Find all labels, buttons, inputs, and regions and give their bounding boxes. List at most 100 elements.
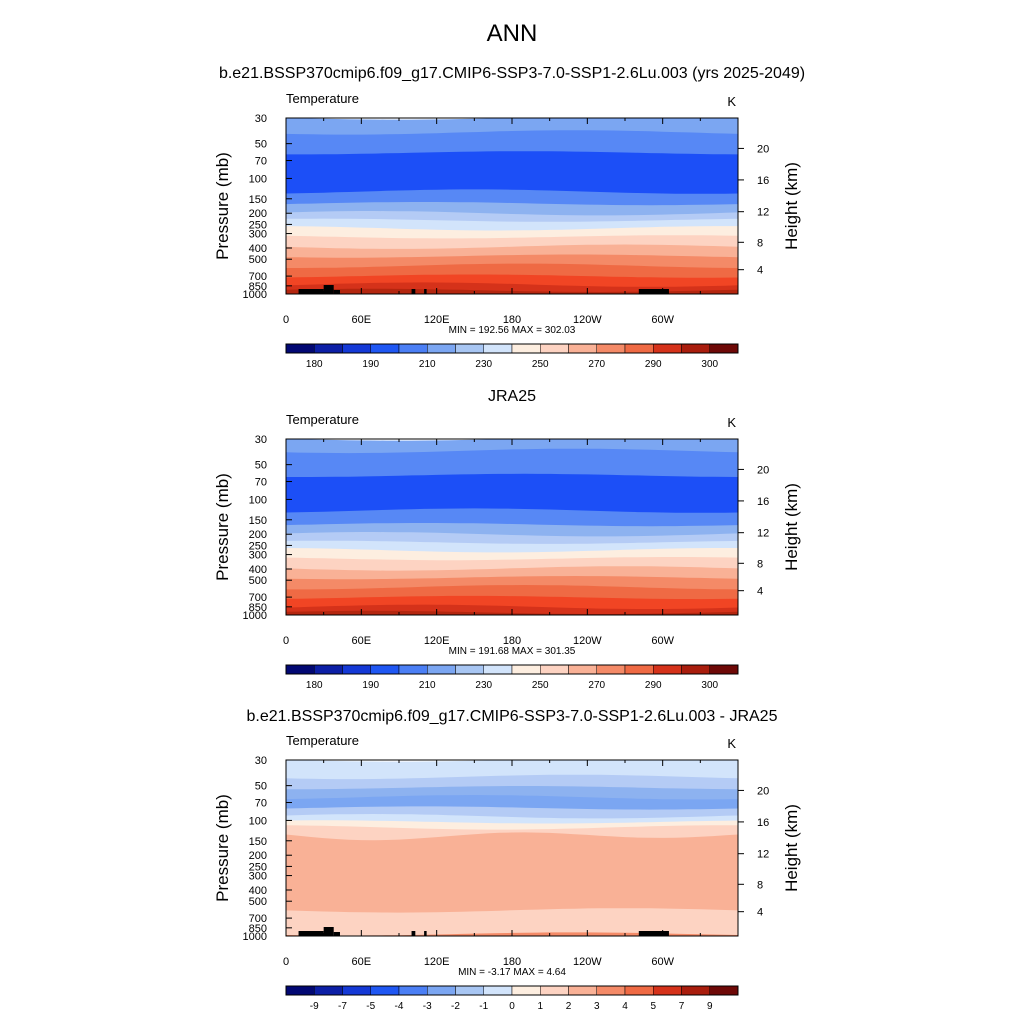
y-tick-label: 400 <box>249 564 267 576</box>
min-max-label: MIN = -3.17 MAX = 4.64 <box>458 967 566 978</box>
colorbar-frame <box>285 985 739 996</box>
colorbar-swatch <box>511 985 541 996</box>
panel-subtitle: b.e21.BSSP370cmip6.f09_g17.CMIP6-SSP3-7.… <box>247 708 778 725</box>
colorbar-label: -4 <box>395 1001 404 1012</box>
colorbar-swatch <box>653 343 682 354</box>
colorbar-frame <box>285 343 739 354</box>
height-tick-label: 12 <box>757 849 769 861</box>
y-tick-label: 250 <box>249 219 267 231</box>
x-tick-label: 180 <box>503 314 521 326</box>
y-axis-title: Pressure (mb) <box>213 152 232 260</box>
colorbar-swatch <box>314 985 343 996</box>
y-tick-label: 70 <box>255 477 267 489</box>
colorbar-swatch <box>427 664 456 675</box>
panel-1: b.e21.BSSP370cmip6.f09_g17.CMIP6-SSP3-7.… <box>213 65 805 370</box>
variable-label: Temperature <box>286 91 359 106</box>
y-tick-label: 200 <box>249 850 267 862</box>
terrain-mask <box>411 289 416 294</box>
colorbar-label: 180 <box>306 359 323 370</box>
height-tick-label: 16 <box>757 496 769 508</box>
terrain-mask <box>638 289 669 294</box>
x-tick-label: 0 <box>283 956 289 968</box>
height-tick-label: 4 <box>757 907 763 919</box>
y-tick-label: 250 <box>249 861 267 873</box>
y-tick-label: 250 <box>249 540 267 552</box>
terrain-mask <box>323 927 334 936</box>
colorbar-swatch <box>483 343 513 354</box>
y-tick-label: 70 <box>255 798 267 810</box>
height-tick-label: 4 <box>757 586 763 598</box>
y-tick-label: 400 <box>249 885 267 897</box>
terrain-mask <box>424 931 427 936</box>
colorbar-label: 230 <box>475 680 492 691</box>
colorbar-swatch <box>370 664 400 675</box>
colorbar-frame <box>285 664 739 675</box>
y-tick-label: 50 <box>255 460 267 472</box>
colorbar-label: -5 <box>366 1001 375 1012</box>
colorbar-label: 180 <box>306 680 323 691</box>
colorbar-swatch <box>568 343 597 354</box>
colorbar-label: 300 <box>701 359 718 370</box>
y-tick-label: 850 <box>249 602 267 614</box>
y-tick-label: 1000 <box>243 931 267 943</box>
terrain-mask <box>298 289 324 294</box>
colorbar-swatch <box>455 985 484 996</box>
colorbar-label: 290 <box>645 680 662 691</box>
colorbar-swatch <box>653 985 682 996</box>
y-tick-label: 400 <box>249 243 267 255</box>
colorbar-swatch <box>285 343 315 354</box>
colorbar-label: 190 <box>362 359 379 370</box>
x-tick-label: 120W <box>573 956 602 968</box>
y-tick-label: 100 <box>249 494 267 506</box>
colorbar-swatch <box>370 985 400 996</box>
panel-3: b.e21.BSSP370cmip6.f09_g17.CMIP6-SSP3-7.… <box>213 708 801 1012</box>
panel-subtitle: JRA25 <box>488 388 536 405</box>
x-tick-label: 60W <box>651 956 674 968</box>
y-axis-title: Pressure (mb) <box>213 473 232 581</box>
colorbar-swatch <box>709 343 739 354</box>
y-tick-label: 100 <box>249 815 267 827</box>
colorbar-swatch <box>455 664 484 675</box>
colorbar-swatch <box>681 343 710 354</box>
panel-subtitle: b.e21.BSSP370cmip6.f09_g17.CMIP6-SSP3-7.… <box>219 65 805 82</box>
colorbar-label: 270 <box>588 680 605 691</box>
colorbar-label: 7 <box>679 1001 685 1012</box>
colorbar-label: -9 <box>310 1001 319 1012</box>
colorbar-label: 250 <box>532 680 549 691</box>
y-tick-label: 300 <box>249 871 267 883</box>
colorbar-label: 300 <box>701 680 718 691</box>
colorbar-swatch <box>709 664 739 675</box>
x-tick-label: 60W <box>651 635 674 647</box>
y-tick-label: 30 <box>255 113 267 125</box>
terrain-mask <box>424 289 427 294</box>
colorbar-swatch <box>540 985 569 996</box>
colorbar-swatch <box>398 664 428 675</box>
y-tick-label: 1000 <box>243 610 267 622</box>
colorbar-label: 190 <box>362 680 379 691</box>
y-tick-label: 700 <box>249 592 267 604</box>
x-tick-label: 60W <box>651 314 674 326</box>
y-tick-label: 150 <box>249 194 267 206</box>
y-tick-label: 850 <box>249 923 267 935</box>
x-tick-label: 120E <box>424 314 450 326</box>
x-tick-label: 180 <box>503 635 521 647</box>
colorbar-swatch <box>596 343 626 354</box>
y-tick-label: 100 <box>249 173 267 185</box>
colorbar-swatch <box>342 985 371 996</box>
x-tick-label: 60E <box>352 635 372 647</box>
colorbar-swatch <box>596 985 626 996</box>
colorbar-swatch <box>427 985 456 996</box>
contour-band <box>286 908 738 936</box>
colorbar-swatch <box>624 985 654 996</box>
y-tick-label: 700 <box>249 913 267 925</box>
y-tick-label: 200 <box>249 529 267 541</box>
y-tick-label: 200 <box>249 208 267 220</box>
colorbar-label: -7 <box>338 1001 347 1012</box>
x-tick-label: 120E <box>424 956 450 968</box>
colorbar-swatch <box>568 664 597 675</box>
colorbar-label: 2 <box>566 1001 572 1012</box>
height-tick-label: 8 <box>757 879 763 891</box>
y-tick-label: 700 <box>249 271 267 283</box>
x-tick-label: 120E <box>424 635 450 647</box>
